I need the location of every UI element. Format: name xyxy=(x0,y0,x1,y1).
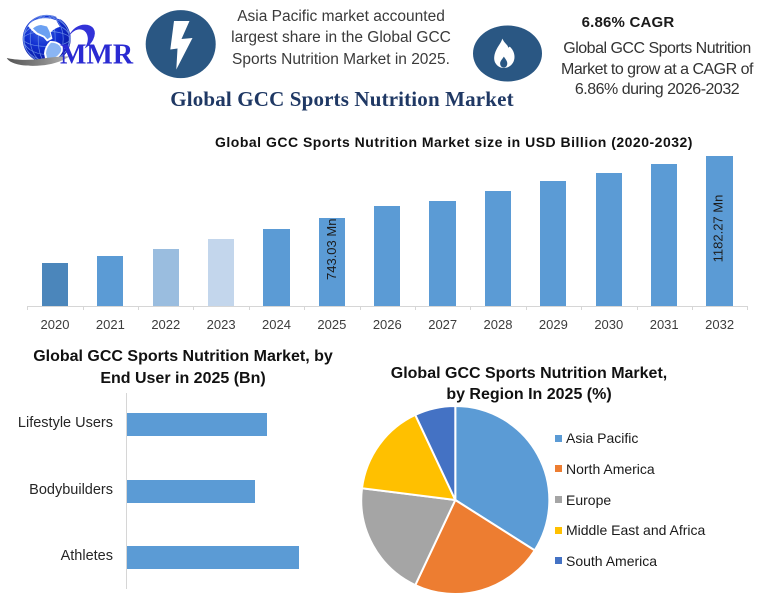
svg-text:MMR: MMR xyxy=(60,40,134,71)
